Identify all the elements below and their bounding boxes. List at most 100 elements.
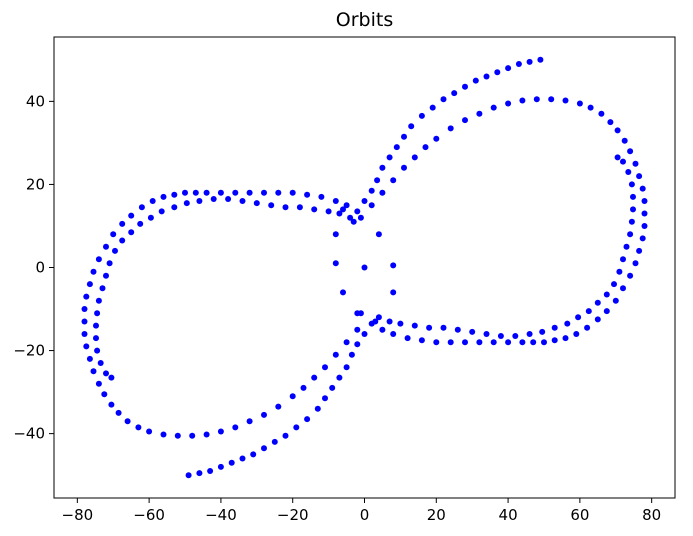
scatter-point: [106, 260, 113, 267]
scatter-point: [636, 173, 643, 180]
scatter-point: [476, 110, 483, 117]
scatter-point: [639, 235, 646, 242]
scatter-point: [90, 368, 97, 375]
scatter-point: [530, 339, 537, 346]
scatter-point: [250, 451, 257, 458]
scatter-point: [526, 331, 533, 337]
scatter-point: [494, 69, 501, 76]
scatter-point: [289, 189, 296, 196]
scatter-point: [94, 310, 101, 317]
scatter-point: [296, 204, 303, 211]
scatter-point: [505, 65, 512, 72]
scatter-point: [469, 328, 476, 335]
scatter-point: [203, 189, 210, 196]
scatter-point: [397, 320, 404, 327]
scatter-point: [607, 119, 614, 126]
scatter-point: [275, 189, 282, 196]
x-tick-label: 60: [570, 506, 589, 524]
y-tick-label: −20: [13, 342, 45, 360]
scatter-point: [192, 189, 199, 196]
x-tick-label: −80: [62, 506, 94, 524]
scatter-point: [239, 198, 246, 204]
scatter-point: [418, 337, 425, 344]
scatter-point: [304, 191, 311, 198]
scatter-point: [628, 181, 635, 188]
scatter-point: [343, 339, 350, 346]
scatter-point: [261, 445, 267, 452]
scatter-point: [401, 133, 407, 140]
scatter-point: [632, 260, 639, 267]
scatter-point: [483, 73, 490, 80]
scatter-point: [562, 335, 569, 342]
scatter-point: [311, 206, 318, 213]
scatter-point: [95, 380, 102, 387]
scatter-point: [196, 470, 203, 477]
scatter-point: [594, 299, 601, 306]
x-tick-label: 0: [360, 506, 370, 524]
scatter-point: [253, 200, 260, 207]
scatter-point: [447, 339, 454, 346]
scatter-point: [304, 416, 311, 423]
scatter-point: [217, 189, 224, 196]
scatter-point: [598, 110, 605, 117]
scatter-point: [95, 256, 102, 263]
scatter-point: [526, 58, 533, 65]
scatter-point: [368, 187, 375, 194]
scatter-point: [232, 189, 239, 196]
scatter-point: [620, 256, 626, 263]
scatter-point: [332, 260, 339, 267]
scatter-point: [196, 198, 203, 204]
scatter-point: [641, 223, 648, 229]
scatter-point: [322, 364, 328, 371]
scatter-point: [86, 281, 93, 288]
x-tick-label: 40: [499, 506, 518, 524]
scatter-point: [440, 324, 447, 331]
scatter-point: [246, 418, 253, 425]
scatter-point: [623, 243, 630, 250]
scatter-point: [551, 337, 558, 344]
scatter-point: [261, 189, 267, 196]
scatter-point: [368, 320, 375, 327]
scatter-point: [603, 308, 610, 315]
scatter-point: [275, 403, 282, 410]
scatter-point: [620, 158, 626, 165]
scatter-point: [228, 459, 235, 466]
scatter-point: [433, 339, 440, 346]
scatter-point: [83, 343, 90, 350]
scatter-point: [375, 314, 382, 321]
scatter-point: [207, 468, 214, 474]
scatter-point: [336, 210, 343, 217]
scatter-point: [379, 164, 386, 171]
y-axis: −40 −20 0 20 40: [13, 92, 54, 443]
scatter-point: [112, 247, 118, 254]
scatter-point: [429, 104, 436, 111]
scatter-point: [625, 169, 632, 175]
scatter-point: [354, 208, 361, 215]
scatter-point: [594, 316, 601, 323]
scatter-point: [462, 117, 468, 124]
scatter-point: [497, 333, 504, 339]
scatter-point: [81, 318, 88, 325]
scatter-point: [93, 322, 99, 329]
scatter-point: [185, 472, 192, 479]
scatter-point: [354, 341, 361, 348]
scatter-point: [101, 391, 108, 398]
scatter-point: [160, 193, 167, 200]
scatter-point: [614, 127, 621, 134]
scatter-point: [225, 196, 232, 202]
scatter-point: [630, 206, 636, 213]
scatter-point: [95, 297, 102, 304]
scatter-point: [271, 438, 278, 445]
scatter-point: [368, 202, 375, 209]
scatter-point: [239, 455, 246, 462]
scatter-point: [332, 198, 339, 204]
scatter-point: [289, 393, 296, 400]
scatter-point: [641, 198, 648, 204]
scatter-point: [340, 206, 346, 213]
scatter-point: [490, 339, 497, 346]
scatter-point: [300, 384, 307, 391]
scatter-point: [348, 351, 355, 358]
scatter-point: [426, 324, 433, 331]
scatter-point: [505, 100, 512, 107]
scatter-point: [90, 268, 97, 275]
